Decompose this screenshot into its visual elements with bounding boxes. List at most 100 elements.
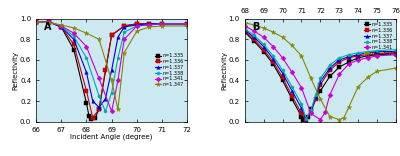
n=1.337 (375, 51, 380, 53)
n=1.336 (160, 23, 164, 25)
n=1.337 (365, 52, 370, 54)
n=1.347 (34, 21, 38, 23)
n=1.338 (97, 95, 102, 97)
n=1.335 (72, 49, 76, 51)
n=1.335 (97, 108, 102, 110)
n=1.338 (308, 109, 313, 111)
n=1.338 (160, 23, 164, 25)
n=1.336 (337, 61, 342, 63)
n=1.337 (147, 23, 152, 25)
n=1.337 (97, 106, 102, 108)
n=1.335 (134, 23, 139, 25)
n=1.341 (356, 59, 360, 61)
n=1.335 (303, 118, 308, 119)
Text: A: A (44, 22, 51, 32)
n=1.335 (356, 57, 360, 59)
n=1.341 (252, 30, 256, 32)
n=1.335 (89, 118, 94, 119)
n=1.337 (59, 26, 64, 28)
Line: n=1.335: n=1.335 (243, 30, 398, 121)
n=1.341 (122, 38, 127, 40)
n=1.341 (147, 24, 152, 26)
n=1.336 (97, 108, 102, 110)
n=1.335 (290, 98, 294, 100)
n=1.338 (290, 86, 294, 88)
n=1.336 (346, 57, 351, 59)
n=1.335 (93, 117, 98, 119)
n=1.341 (308, 112, 313, 114)
n=1.347 (134, 30, 139, 32)
n=1.337 (280, 72, 285, 74)
n=1.337 (34, 21, 38, 23)
Legend: n=1.335, n=1.336, n=1.337, n=1.338, n=1.341, n=1.347: n=1.335, n=1.336, n=1.337, n=1.338, n=1.… (363, 21, 394, 57)
n=1.337 (46, 21, 51, 23)
n=1.338 (34, 21, 38, 23)
n=1.338 (280, 69, 285, 71)
n=1.341 (109, 110, 114, 112)
n=1.347 (185, 25, 190, 27)
n=1.337 (134, 24, 139, 26)
n=1.337 (103, 98, 108, 100)
n=1.336 (290, 95, 294, 97)
n=1.341 (375, 55, 380, 57)
n=1.336 (72, 44, 76, 45)
Y-axis label: Reflectivity: Reflectivity (221, 51, 227, 90)
n=1.347 (59, 24, 64, 26)
n=1.338 (299, 103, 304, 105)
n=1.341 (97, 78, 102, 79)
n=1.337 (242, 29, 247, 31)
n=1.341 (337, 73, 342, 75)
n=1.337 (290, 90, 294, 92)
n=1.336 (328, 69, 332, 71)
n=1.336 (122, 25, 127, 27)
Line: n=1.338: n=1.338 (34, 20, 189, 113)
Line: n=1.338: n=1.338 (243, 27, 398, 120)
n=1.341 (365, 57, 370, 59)
n=1.336 (313, 98, 318, 100)
n=1.341 (185, 23, 190, 25)
n=1.335 (271, 63, 276, 65)
n=1.347 (280, 36, 285, 38)
n=1.347 (365, 76, 370, 78)
n=1.337 (346, 56, 351, 58)
n=1.341 (59, 25, 64, 27)
n=1.336 (59, 26, 64, 28)
n=1.338 (375, 50, 380, 52)
n=1.337 (356, 54, 360, 56)
n=1.341 (34, 21, 38, 23)
Legend: n=1.335, n=1.336, n=1.337, n=1.338, n=1.341, n=1.347: n=1.335, n=1.336, n=1.337, n=1.338, n=1.… (154, 52, 185, 88)
Text: B: B (252, 22, 260, 32)
n=1.336 (299, 112, 304, 114)
n=1.336 (304, 119, 308, 121)
n=1.338 (185, 23, 190, 25)
n=1.338 (304, 118, 308, 119)
n=1.341 (323, 112, 328, 113)
n=1.337 (318, 81, 323, 83)
n=1.347 (109, 80, 114, 81)
n=1.337 (84, 71, 89, 73)
n=1.336 (109, 34, 114, 36)
n=1.336 (242, 30, 247, 32)
n=1.347 (97, 38, 102, 40)
n=1.341 (242, 25, 247, 27)
n=1.335 (394, 53, 398, 55)
Line: n=1.347: n=1.347 (34, 19, 190, 112)
n=1.341 (72, 32, 76, 34)
n=1.341 (280, 57, 285, 59)
n=1.338 (72, 35, 76, 37)
n=1.335 (280, 80, 285, 81)
n=1.335 (252, 40, 256, 42)
n=1.336 (375, 53, 380, 55)
n=1.337 (160, 23, 164, 25)
n=1.341 (328, 94, 332, 96)
n=1.341 (290, 71, 294, 73)
n=1.335 (375, 54, 380, 56)
n=1.336 (185, 23, 190, 25)
n=1.347 (122, 52, 127, 54)
Y-axis label: Reflectivity: Reflectivity (12, 51, 18, 90)
n=1.347 (242, 22, 247, 24)
n=1.336 (280, 76, 285, 78)
n=1.338 (134, 25, 139, 27)
n=1.337 (308, 110, 313, 112)
n=1.347 (84, 32, 89, 34)
